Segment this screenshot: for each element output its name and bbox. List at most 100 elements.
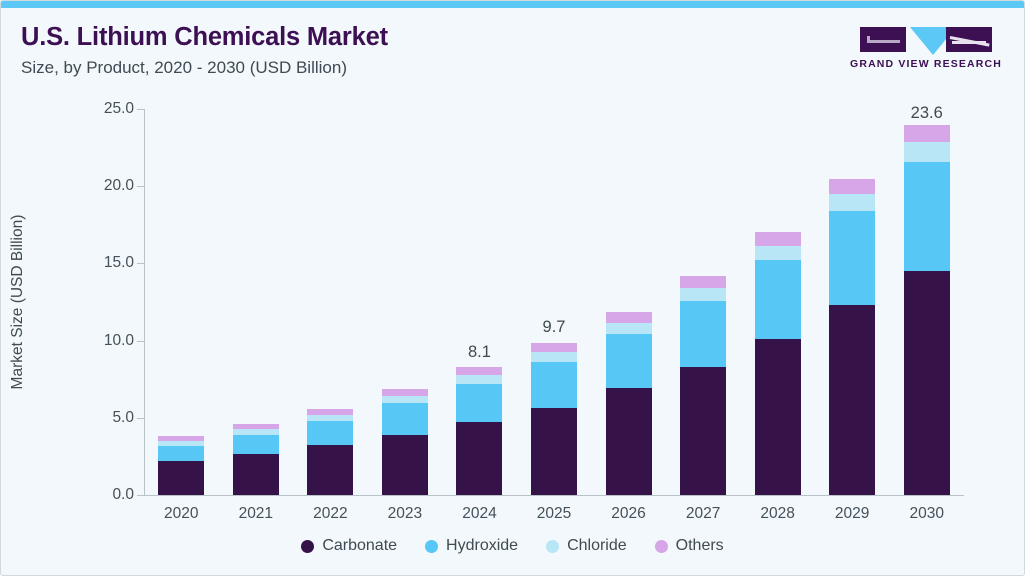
bar-segment-carbonate[interactable] [158, 461, 205, 495]
x-axis-tick-label: 2027 [685, 505, 721, 522]
x-axis-tick-label: 2024 [462, 505, 497, 522]
legend-item-carbonate[interactable]: Carbonate [301, 537, 397, 555]
top-accent-bar [1, 1, 1024, 8]
legend-swatch-icon [546, 539, 560, 553]
bar-stack[interactable] [307, 408, 354, 495]
bar-stack[interactable] [381, 389, 428, 495]
bar-segment-hydroxide[interactable] [754, 260, 801, 340]
bar-segment-chloride[interactable] [531, 352, 577, 363]
bar-stack[interactable] [531, 342, 577, 495]
bar-segment-carbonate[interactable] [307, 444, 354, 495]
bar-stack[interactable] [754, 231, 801, 495]
bar-segment-hydroxide[interactable] [903, 161, 950, 272]
legend-item-others[interactable]: Others [654, 537, 724, 555]
bar-segment-hydroxide[interactable] [680, 301, 727, 367]
bar-segment-chloride[interactable] [680, 288, 727, 302]
bar-segment-carbonate[interactable] [903, 271, 950, 495]
bar-segment-others[interactable] [381, 389, 428, 397]
bar-segment-hydroxide[interactable] [829, 210, 876, 306]
bar-segment-others[interactable] [307, 408, 354, 415]
bar-segment-hydroxide[interactable] [605, 334, 652, 389]
bar-segment-carbonate[interactable] [680, 366, 727, 495]
bar-segment-others[interactable] [680, 275, 727, 289]
chart-subtitle: Size, by Product, 2020 - 2030 (USD Billi… [21, 58, 347, 78]
bar-group[interactable]: 8.1 2024 [456, 109, 503, 522]
bar-segment-hydroxide[interactable] [232, 434, 279, 455]
bar-group[interactable]: 2027 [680, 109, 727, 522]
bar-stack[interactable] [829, 178, 876, 495]
bar-segment-others[interactable] [232, 424, 279, 430]
y-axis-tick-mark [137, 417, 144, 419]
bar-segment-hydroxide[interactable] [531, 362, 577, 408]
x-axis-tick-label: 2026 [611, 505, 646, 522]
bar-segment-chloride[interactable] [754, 245, 801, 261]
bar-group[interactable]: 2026 [605, 109, 652, 522]
bar-group[interactable]: 2021 [232, 109, 279, 522]
bar-segment-hydroxide[interactable] [158, 445, 205, 462]
logo-wordmark: GRAND VIEW RESEARCH [850, 58, 1002, 70]
bar-segment-carbonate[interactable] [456, 422, 503, 495]
bar-group[interactable]: 2020 [158, 109, 205, 522]
legend-item-label: Chloride [567, 537, 627, 554]
bar-segment-carbonate[interactable] [605, 388, 652, 495]
legend-swatch-icon [301, 539, 315, 553]
logo-marks [850, 25, 1002, 55]
bar-stack[interactable] [456, 366, 503, 495]
bar-segment-chloride[interactable] [903, 142, 950, 162]
bar-stack[interactable] [158, 436, 205, 495]
y-axis-line [144, 109, 145, 495]
y-axis-tick-mark [137, 109, 144, 110]
bar-segment-hydroxide[interactable] [307, 420, 354, 445]
x-axis-tick-label: 2023 [387, 505, 423, 522]
bar-segment-chloride[interactable] [158, 440, 205, 446]
bar-segment-chloride[interactable] [829, 193, 876, 211]
y-axis-tick-label: 10.0 [103, 331, 134, 349]
legend-item-hydroxide[interactable]: Hydroxide [425, 537, 518, 555]
legend-item-label: Hydroxide [446, 537, 519, 554]
bar-segment-others[interactable] [754, 231, 801, 246]
y-axis-tick-label: 0.0 [112, 486, 134, 503]
bar-segment-chloride[interactable] [605, 322, 652, 335]
bar-value-label: 9.7 [542, 318, 566, 337]
bar-group[interactable]: 2028 [754, 109, 801, 522]
bar-segment-chloride[interactable] [381, 396, 428, 404]
bar-segment-others[interactable] [605, 312, 652, 323]
y-axis-tick-labels: 0.0 5.0 10.0 15.0 20.0 25.0 [66, 100, 134, 503]
bar-stack[interactable] [680, 275, 727, 495]
bar-segment-chloride[interactable] [307, 414, 354, 421]
x-axis-tick-label: 2028 [760, 505, 795, 522]
bar-segment-carbonate[interactable] [531, 407, 577, 495]
chart-header: U.S. Lithium Chemicals Market Size, by P… [21, 23, 721, 78]
bar-segment-hydroxide[interactable] [456, 383, 503, 423]
bar-segment-others[interactable] [829, 178, 876, 194]
bar-segment-hydroxide[interactable] [381, 403, 428, 435]
bar-stack[interactable] [605, 312, 652, 495]
bar-segment-carbonate[interactable] [232, 454, 279, 495]
bar-stack[interactable] [903, 125, 950, 495]
x-axis-line [144, 495, 964, 496]
bar-group[interactable]: 2023 [381, 109, 428, 522]
bar-group[interactable]: 9.7 2025 [531, 109, 577, 522]
bar-segment-others[interactable] [531, 342, 577, 353]
grand-view-research-logo: GRAND VIEW RESEARCH [850, 25, 1002, 77]
bar-segment-carbonate[interactable] [829, 305, 876, 495]
bar-group[interactable]: 2029 [829, 109, 876, 522]
bar-segment-others[interactable] [903, 125, 950, 143]
bar-group[interactable]: 23.6 2030 [903, 104, 950, 522]
legend-item-chloride[interactable]: Chloride [546, 537, 627, 555]
bar-segment-others[interactable] [158, 436, 205, 441]
bar-segment-others[interactable] [456, 366, 503, 376]
logo-right-block-icon [946, 27, 992, 52]
y-axis-title: Market Size (USD Billion) [9, 214, 26, 390]
bar-stack[interactable] [232, 424, 279, 495]
bar-segment-carbonate[interactable] [381, 434, 428, 495]
bar-segment-carbonate[interactable] [754, 339, 801, 495]
legend-swatch-icon [425, 539, 439, 553]
bar-segment-chloride[interactable] [456, 375, 503, 384]
bar-group[interactable]: 2022 [307, 109, 354, 522]
plot-area: 0.0 5.0 10.0 15.0 20.0 25.0 Market Size (USD … [9, 100, 964, 522]
legend-item-label: Others [675, 537, 724, 554]
bar-segment-chloride[interactable] [232, 429, 279, 435]
y-axis-tick-mark [137, 186, 144, 188]
